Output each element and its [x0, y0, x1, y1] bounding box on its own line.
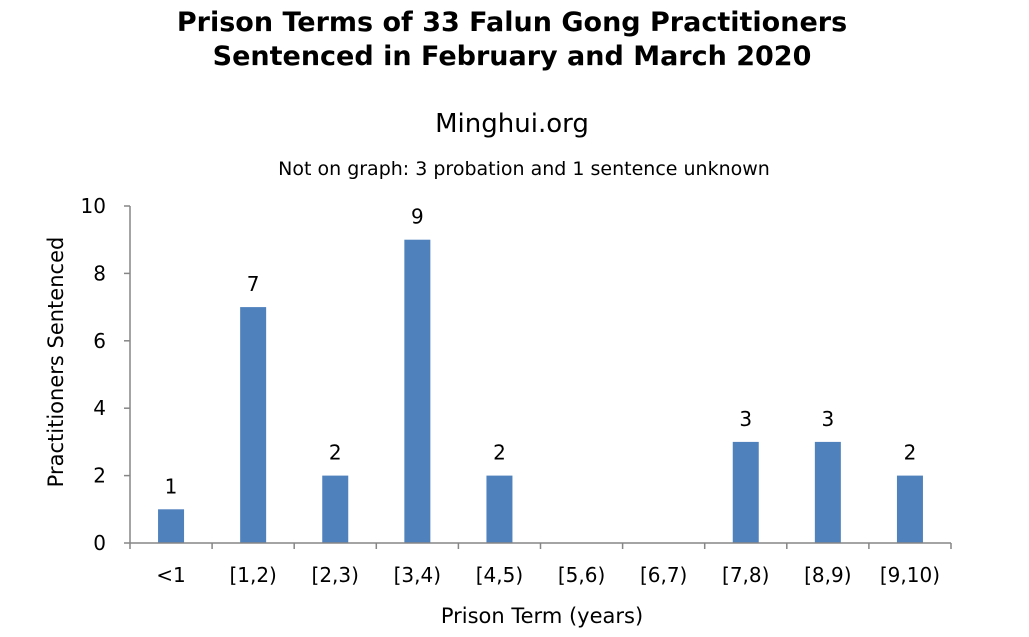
bar: [814, 441, 841, 543]
data-labels: 1 7 2 9 2 3 3 2: [165, 205, 917, 499]
x-tick-label: [8,9): [804, 563, 851, 587]
bar: [486, 475, 513, 543]
bar: [732, 441, 759, 543]
bar-value-label: 9: [411, 205, 424, 229]
chart-title-line-2: Sentenced in February and March 2020: [212, 41, 812, 72]
bar-value-label: 1: [165, 474, 178, 498]
x-axis-label: Prison Term (years): [441, 604, 643, 628]
bar: [322, 475, 349, 543]
chart-source-label: Minghui.org: [435, 109, 589, 139]
bar-value-label: 3: [821, 407, 834, 431]
x-tick-label: <1: [156, 563, 185, 587]
x-tick-label: [9,10): [880, 563, 940, 587]
y-tick-label: 4: [93, 396, 106, 420]
x-tick-label: [3,4): [394, 563, 441, 587]
y-axis-ticks: 0 2 4 6 8 10: [81, 194, 130, 555]
y-axis-label: Practitioners Sentenced: [44, 237, 68, 488]
x-tick-label: [6,7): [640, 563, 687, 587]
bar-value-label: 3: [739, 407, 752, 431]
bar-value-label: 2: [493, 441, 506, 465]
x-tick-label: [7,8): [722, 563, 769, 587]
bar: [240, 307, 267, 543]
chart-title: Prison Terms of 33 Falun Gong Practition…: [0, 6, 1024, 74]
chart-note: Not on graph: 3 probation and 1 sentence…: [278, 158, 770, 180]
bar-series: [158, 239, 923, 543]
bar-value-label: 2: [904, 441, 917, 465]
chart-title-line-1: Prison Terms of 33 Falun Gong Practition…: [176, 7, 848, 38]
bar-value-label: 2: [329, 441, 342, 465]
y-tick-label: 10: [81, 194, 106, 218]
y-tick-label: 6: [93, 329, 106, 353]
y-tick-label: 0: [93, 531, 106, 555]
x-tick-label: [1,2): [229, 563, 276, 587]
bar: [158, 509, 185, 543]
x-tick-label: [5,6): [558, 563, 605, 587]
bar: [896, 475, 923, 543]
bar-value-label: 7: [247, 272, 260, 296]
x-tick-label: [2,3): [312, 563, 359, 587]
y-tick-label: 8: [93, 261, 106, 285]
y-tick-label: 2: [93, 464, 106, 488]
bar: [404, 239, 431, 543]
x-axis-ticks: <1 [1,2) [2,3) [3,4) [4,5) [5,6) [6,7) [7,8) [8,…: [129, 543, 952, 587]
x-tick-label: [4,5): [476, 563, 523, 587]
